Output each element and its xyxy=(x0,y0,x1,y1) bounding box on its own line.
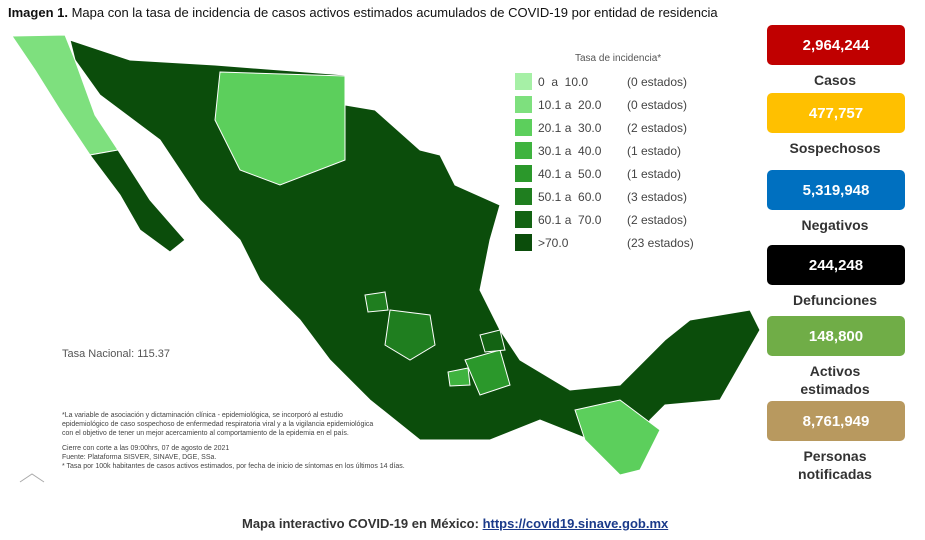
legend-range: 40.1 a 50.0 xyxy=(538,167,602,181)
legend-swatch xyxy=(515,211,532,228)
legend-range: >70.0 xyxy=(538,236,569,250)
stat-label: Negativos xyxy=(801,217,869,233)
note-line: epidemiológico de caso sospechoso de enf… xyxy=(62,421,374,428)
legend-range: 0 a 10.0 xyxy=(538,75,589,89)
stat-value: 148,800 xyxy=(767,316,905,356)
note-line: con el objetivo de tener un mejor acerca… xyxy=(62,430,349,437)
legend-title: Tasa de incidencia* xyxy=(575,53,662,64)
national-rate: Tasa Nacional: 115.37 xyxy=(62,348,171,360)
legend-range: 30.1 a 40.0 xyxy=(538,144,602,158)
legend-swatch xyxy=(515,165,532,182)
stat-label: estimados xyxy=(800,381,870,397)
stat-value: 2,964,244 xyxy=(767,25,905,65)
stat-label: Defunciones xyxy=(792,292,877,308)
legend-range: 60.1 a 70.0 xyxy=(538,213,602,227)
stat-label: Casos xyxy=(813,72,857,88)
legend-count: (3 estados) xyxy=(627,190,688,204)
stat-label: Sospechosos xyxy=(789,140,881,156)
legend-count: (1 estado) xyxy=(627,144,682,158)
legend-swatch xyxy=(515,142,532,159)
legend-count: (1 estado) xyxy=(627,167,682,181)
stat-value: 244,248 xyxy=(767,245,905,285)
legend-range: 10.1 a 20.0 xyxy=(538,98,602,112)
footer-link[interactable]: https://covid19.sinave.gob.mx xyxy=(482,516,669,531)
note-line: * Tasa por 100k habitantes de casos acti… xyxy=(62,463,405,470)
stat-value: 5,319,948 xyxy=(767,170,905,210)
legend-swatch xyxy=(515,96,532,113)
state-bcs xyxy=(89,149,186,253)
title: Imagen 1. Mapa con la tasa de incidencia… xyxy=(8,5,718,20)
stat-value: 477,757 xyxy=(767,93,905,133)
legend-count: (2 estados) xyxy=(627,213,688,227)
state-center-1 xyxy=(384,309,436,361)
state-center-3 xyxy=(364,291,389,313)
legend-count: (0 estados) xyxy=(627,75,688,89)
state-center-5 xyxy=(479,329,506,353)
footer: Mapa interactivo COVID-19 en México: htt… xyxy=(242,516,668,531)
note-line: Fuente: Plataforma SISVER, SINAVE, DGE, … xyxy=(62,454,217,461)
title-text: Mapa con la tasa de incidencia de casos … xyxy=(71,5,718,20)
stat-label: Personas xyxy=(803,448,867,464)
stat-label: notificadas xyxy=(798,466,872,482)
stat-label: Activos xyxy=(809,363,861,379)
footer-text: Mapa interactivo COVID-19 en México: xyxy=(242,516,479,531)
legend-range: 20.1 a 30.0 xyxy=(538,121,602,135)
legend-swatch xyxy=(515,73,532,90)
state-chihuahua xyxy=(214,71,346,186)
legend-swatch xyxy=(515,234,532,251)
logo xyxy=(19,473,45,483)
legend-count: (23 estados) xyxy=(627,236,694,250)
stat-value: 8,761,949 xyxy=(767,401,905,441)
title-label: Imagen 1. xyxy=(8,5,68,20)
state-center-4 xyxy=(447,367,471,387)
legend-count: (0 estados) xyxy=(627,98,688,112)
note-line: Cierre con corte a las 09:00hrs, 07 de a… xyxy=(62,445,230,452)
legend-swatch xyxy=(515,188,532,205)
legend-swatch xyxy=(515,119,532,136)
legend-range: 50.1 a 60.0 xyxy=(538,190,602,204)
state-chiapas xyxy=(574,399,661,476)
note-line: *La variable de asociación y dictaminaci… xyxy=(62,412,343,419)
legend-count: (2 estados) xyxy=(627,121,688,135)
state-center-2 xyxy=(464,349,511,396)
